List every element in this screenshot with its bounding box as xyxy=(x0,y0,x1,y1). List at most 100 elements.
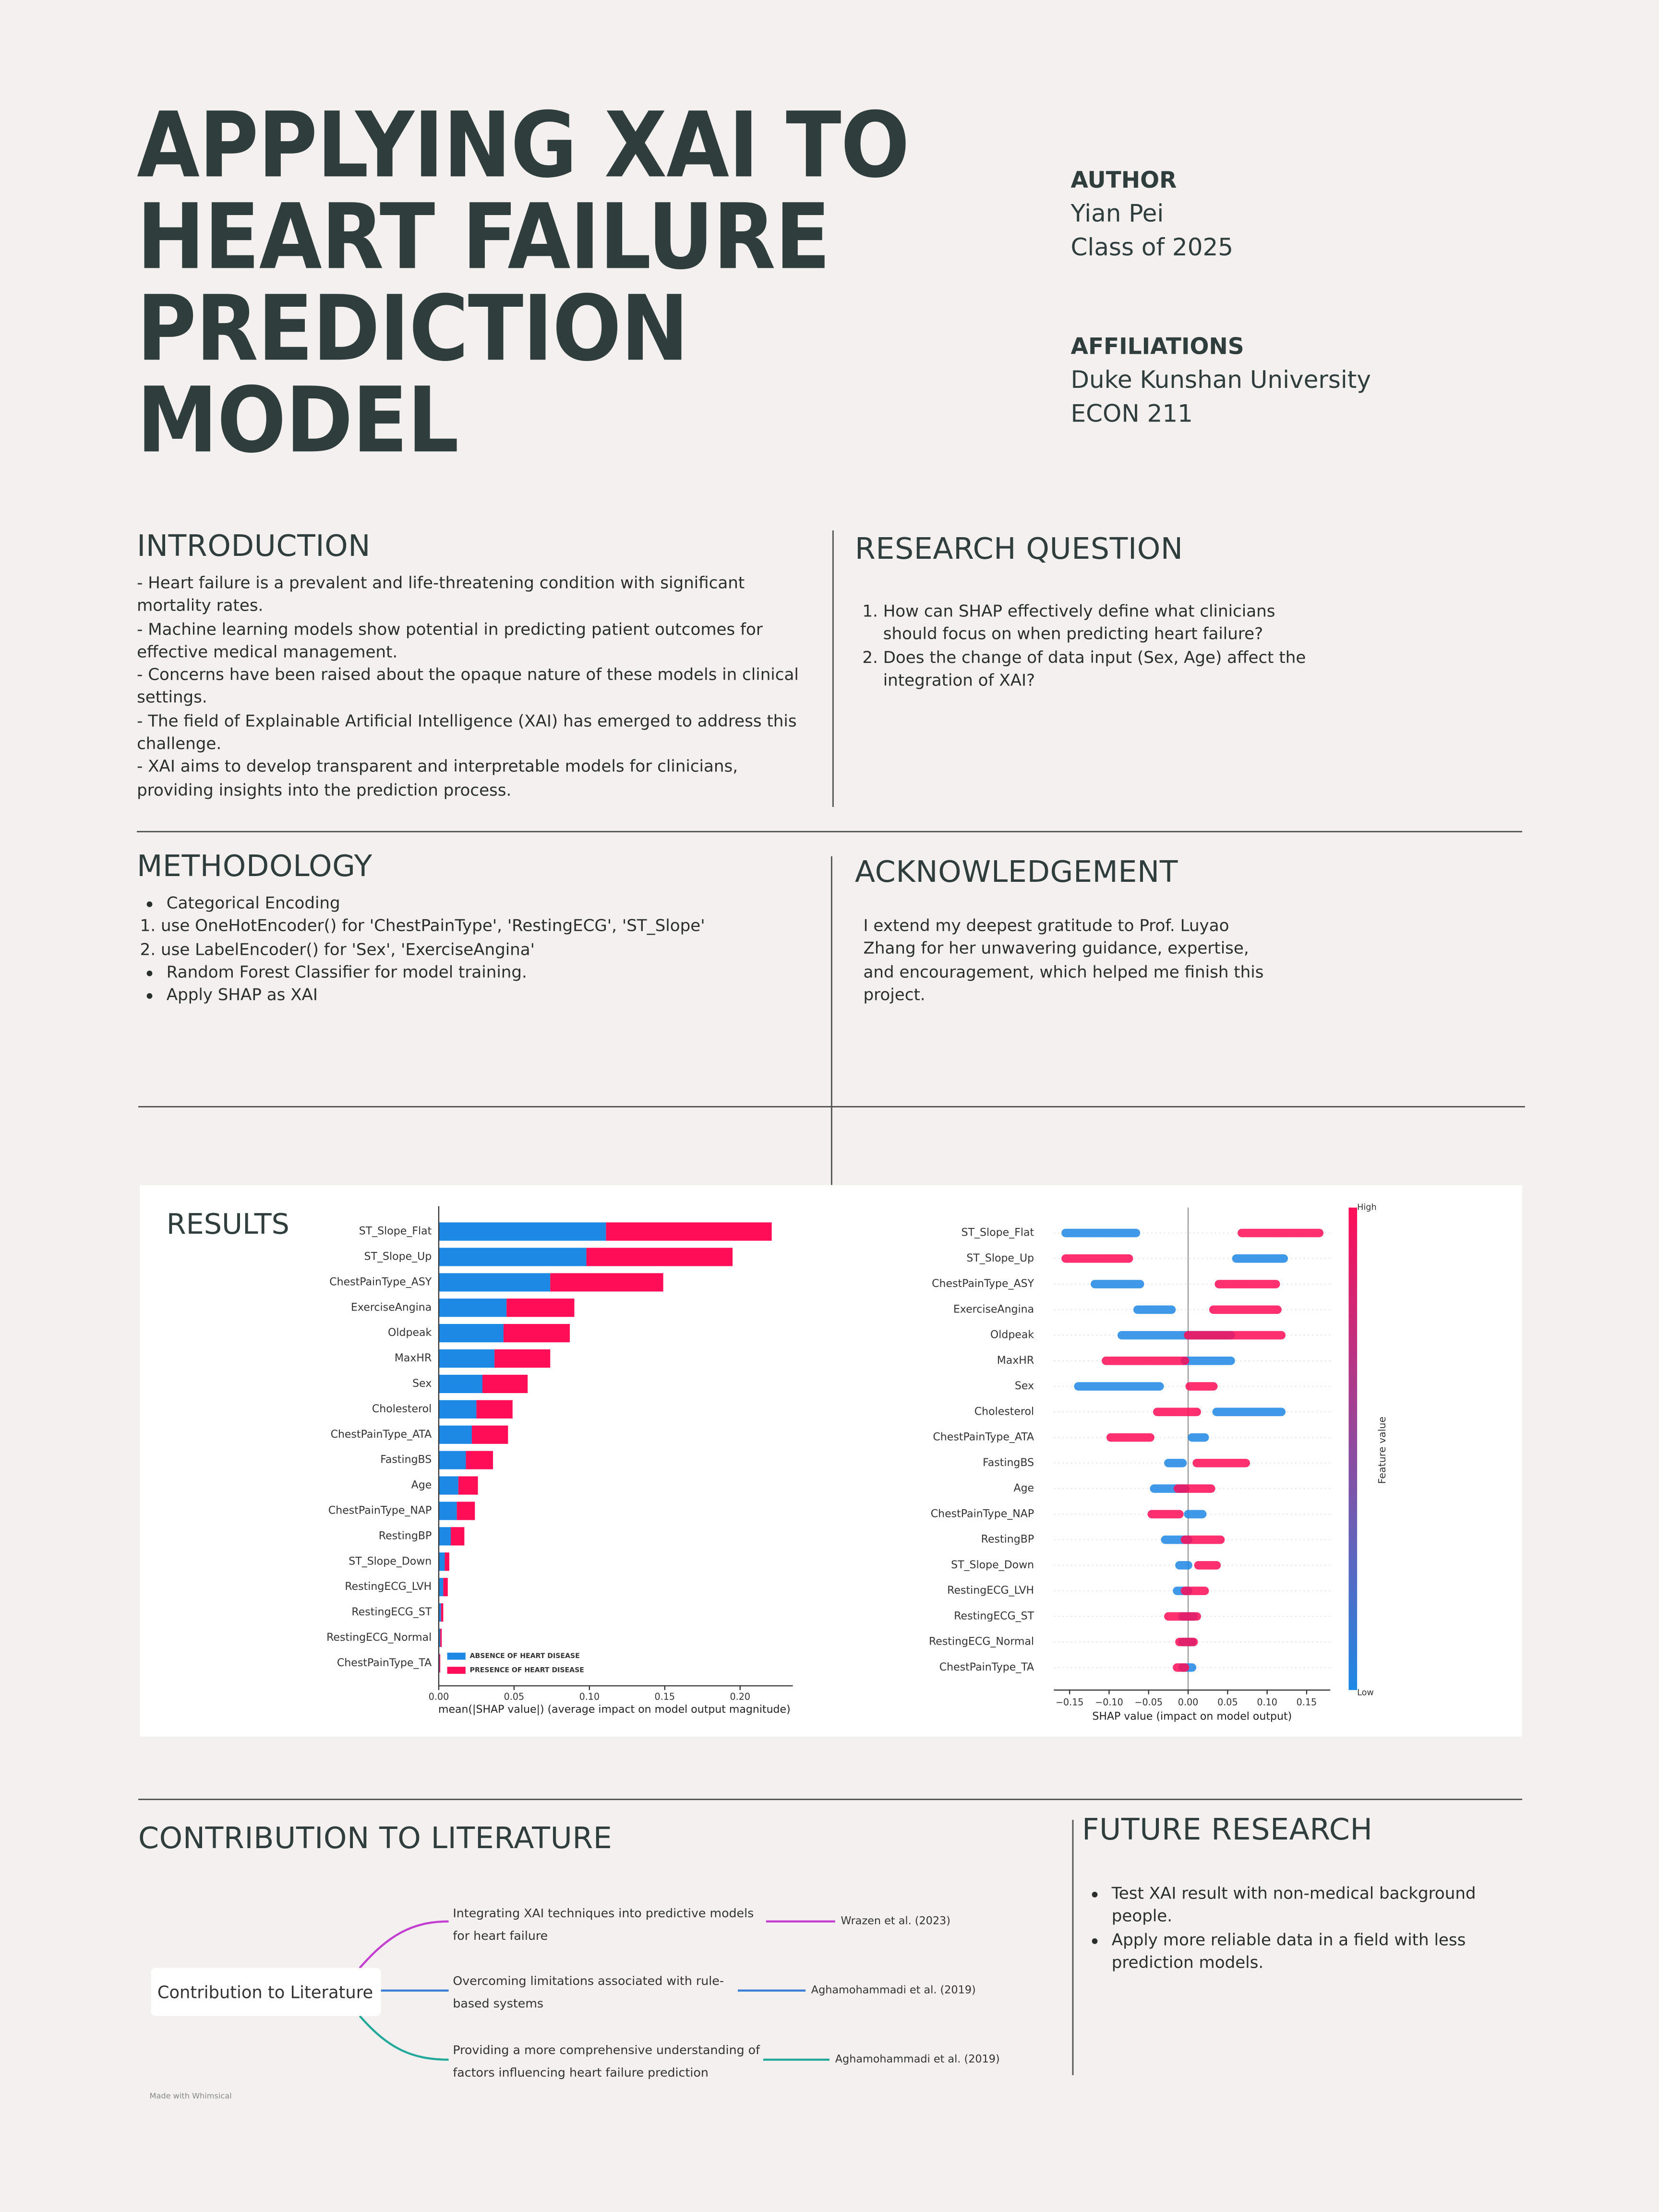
y-tick-label: ExerciseAngina xyxy=(953,1303,1034,1315)
intro-item: - The field of Explainable Artificial In… xyxy=(137,710,797,754)
colorbar-label: Feature value xyxy=(1376,1417,1388,1484)
bar-segment xyxy=(438,1578,444,1597)
bar-segment xyxy=(451,1527,465,1546)
branch-label: Overcoming limitations associated with r… xyxy=(453,1975,724,2012)
y-tick-label: ChestPainType_TA xyxy=(337,1657,432,1669)
results-panel xyxy=(139,1185,1522,1737)
y-tick-label: RestingECG_Normal xyxy=(326,1632,432,1644)
bar-segment xyxy=(438,1476,458,1495)
x-axis-label: SHAP value (impact on model output) xyxy=(1092,1711,1292,1723)
acknowledgement-text: I extend my deepest gratitude to Prof. L… xyxy=(863,915,1264,1005)
section-heading: INTRODUCTION xyxy=(137,529,371,563)
intro-item: - Concerns have been raised about the op… xyxy=(137,664,799,708)
x-tick-label: 0.15 xyxy=(1297,1697,1317,1708)
affiliation: ECON 211 xyxy=(1070,400,1193,429)
branch-connector xyxy=(359,1920,449,1969)
intro-item: - Machine learning models show potential… xyxy=(137,618,763,661)
divider xyxy=(832,530,834,807)
bar-segment xyxy=(445,1552,449,1571)
x-tick-label: −0.10 xyxy=(1095,1697,1123,1708)
bar-segment xyxy=(606,1222,772,1241)
affiliation: Duke Kunshan University xyxy=(1070,367,1371,395)
bar-segment xyxy=(458,1476,478,1495)
y-tick-label: RestingECG_ST xyxy=(954,1610,1034,1622)
divider xyxy=(137,830,1522,832)
future-research-list: Test XAI result with non-medical backgro… xyxy=(1086,1882,1521,1974)
y-tick-label: RestingECG_Normal xyxy=(929,1636,1034,1648)
x-tick-label: 0.00 xyxy=(429,1691,449,1702)
y-tick-label: ChestPainType_ASY xyxy=(932,1278,1034,1290)
bar-segment xyxy=(438,1248,587,1266)
divider xyxy=(830,856,832,1185)
branch-label: Integrating XAI techniques into predicti… xyxy=(453,1907,754,1944)
bar-segment xyxy=(438,1298,507,1317)
y-tick-label: ChestPainType_TA xyxy=(939,1661,1034,1673)
future-item: Test XAI result with non-medical backgro… xyxy=(1112,1882,1521,1928)
y-tick-label: FastingBS xyxy=(380,1454,432,1466)
section-heading: RESEARCH QUESTION xyxy=(854,531,1183,566)
methodology-list: Categorical Encodinguse OneHotEncoder() … xyxy=(141,891,830,1006)
y-tick-label: ExerciseAngina xyxy=(351,1301,432,1313)
y-tick-label: RestingBP xyxy=(981,1534,1034,1546)
colorbar-high: High xyxy=(1357,1203,1377,1213)
x-tick-label: 0.15 xyxy=(655,1691,675,1702)
y-tick-label: Cholesterol xyxy=(974,1406,1034,1418)
y-tick-label: Oldpeak xyxy=(388,1327,432,1339)
y-tick-label: Oldpeak xyxy=(990,1329,1034,1341)
y-tick-label: ChestPainType_ATA xyxy=(331,1429,432,1441)
y-tick-label: Sex xyxy=(1015,1380,1034,1392)
x-tick-label: 0.10 xyxy=(579,1691,600,1702)
legend-swatch xyxy=(447,1667,466,1674)
author-block: AUTHOR Yian Pei Class of 2025 xyxy=(1071,164,1234,265)
section-heading: METHODOLOGY xyxy=(137,849,373,883)
y-tick-label: ST_Slope_Up xyxy=(966,1252,1034,1264)
x-tick-label: 0.05 xyxy=(504,1691,525,1702)
affiliation-block: AFFILIATIONS Duke Kunshan University ECON… xyxy=(1071,330,1371,432)
y-tick-label: ST_Slope_Down xyxy=(951,1559,1034,1571)
bar-segment xyxy=(438,1425,472,1444)
root-node xyxy=(151,1968,381,2016)
bar-segment xyxy=(438,1222,606,1241)
method-steps: use OneHotEncoder() for 'ChestPainType',… xyxy=(141,914,830,961)
bar-segment xyxy=(438,1400,477,1419)
bar-segment xyxy=(482,1374,528,1394)
divider xyxy=(138,1106,1525,1107)
colorbar xyxy=(1348,1207,1358,1690)
credit: Made with Whimsical xyxy=(150,2092,232,2101)
citation: Aghamohammadi et al. (2019) xyxy=(835,2052,1000,2066)
y-tick-label: ST_Slope_Flat xyxy=(962,1227,1034,1239)
y-tick-label: FastingBS xyxy=(983,1457,1034,1469)
colorbar-low: Low xyxy=(1357,1688,1374,1698)
legend-label: ABSENCE OF HEART DISEASE xyxy=(470,1652,580,1660)
divider xyxy=(138,1798,1522,1800)
question: How can SHAP effectively define what cli… xyxy=(883,600,1307,646)
y-tick-label: Age xyxy=(1014,1482,1034,1494)
title-line: HEART FAILURE xyxy=(137,186,830,291)
bar-segment xyxy=(441,1603,444,1622)
bar-segment xyxy=(466,1451,493,1469)
title-line: PREDICTION xyxy=(137,277,689,383)
author-name: Yian Pei xyxy=(1070,200,1164,229)
x-tick-label: −0.15 xyxy=(1056,1697,1084,1708)
bar-segment xyxy=(503,1324,570,1343)
bar-segment xyxy=(440,1628,442,1647)
branch-label: Providing a more comprehensive understan… xyxy=(453,2044,760,2081)
section-heading: CONTRIBUTION TO LITERATURE xyxy=(138,1821,613,1855)
y-tick-label: ST_Slope_Down xyxy=(349,1555,432,1567)
legend-label: PRESENCE OF HEART DISEASE xyxy=(470,1667,584,1674)
y-tick-label: MaxHR xyxy=(395,1352,432,1364)
section-heading: RESULTS xyxy=(167,1207,289,1240)
bar-segment xyxy=(439,1654,441,1672)
poster-title: APPLYING XAI TO HEART FAILURE PREDICTION MO… xyxy=(137,101,910,469)
method-step: use LabelEncoder() for 'Sex', 'ExerciseA… xyxy=(161,938,830,961)
citation: Aghamohammadi et al. (2019) xyxy=(811,1983,976,1996)
bar-segment xyxy=(494,1349,551,1368)
y-tick-label: RestingECG_LVH xyxy=(947,1585,1034,1597)
x-tick-label: 0.00 xyxy=(1178,1697,1199,1708)
y-tick-label: ChestPainType_ATA xyxy=(933,1431,1034,1443)
y-tick-label: MaxHR xyxy=(997,1355,1034,1367)
x-tick-label: 0.20 xyxy=(730,1691,750,1702)
